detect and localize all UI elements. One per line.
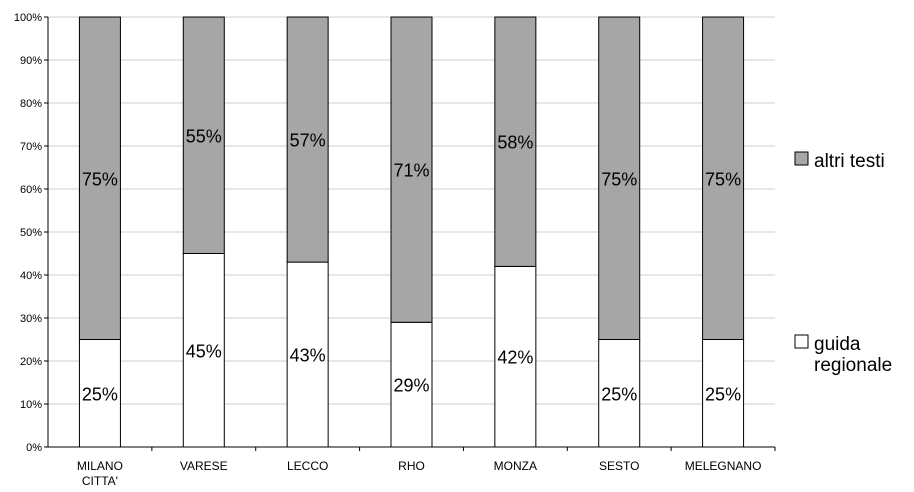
legend-label: guida [814,334,861,355]
bar-segment-guida-regionale [286,261,329,448]
legend-swatch [794,334,809,349]
data-label: 45% [186,341,222,361]
y-tick-label: 80% [20,98,42,110]
y-tick-label: 70% [20,141,42,153]
x-category-label: MONZA [494,459,537,473]
data-label: 25% [82,384,118,404]
x-category-label: SESTO [599,459,639,473]
bar-segment-altri-testi [494,16,537,267]
data-label: 75% [82,169,118,189]
x-category-label: MILANO [77,459,123,473]
data-label: 75% [705,169,741,189]
x-category-label: VARESE [180,459,228,473]
data-label: 71% [393,161,429,181]
bar-segment-guida-regionale [702,339,745,448]
x-category-label: RHO [398,459,425,473]
y-tick-label: 20% [20,356,42,368]
x-category-label: LECCO [287,459,328,473]
y-tick-label: 90% [20,55,42,67]
y-tick-label: 50% [20,227,42,239]
y-tick-label: 60% [20,184,42,196]
y-tick-label: 100% [14,12,42,24]
bar-segment-guida-regionale [494,265,537,448]
data-label: 43% [290,346,326,366]
bar-segment-altri-testi [598,16,641,340]
bar-segment-altri-testi [78,16,121,340]
bar-segment-altri-testi [702,16,745,340]
data-label: 55% [186,126,222,146]
legend-label: altri testi [814,151,885,172]
x-category-label: MELEGNANO [685,459,762,473]
y-tick-label: 10% [20,399,42,411]
y-tick-label: 30% [20,313,42,325]
bar-segment-guida-regionale [390,321,433,448]
legend-label: regionale [814,355,892,376]
data-label: 58% [497,133,533,153]
data-label: 42% [497,348,533,368]
data-label: 25% [705,384,741,404]
data-label: 25% [601,384,637,404]
data-label: 57% [290,131,326,151]
legend-swatch [794,151,809,166]
bar-segment-altri-testi [286,16,329,263]
data-labels: 25% 75% 45% 55% 43% 57% 29% 71% 42% 58% 25% 75% 25% 7… [82,126,741,404]
data-label: 29% [393,376,429,396]
y-tick-label: 40% [20,270,42,282]
y-axis-ticks: 0% 10% 20% 30% 40% 50% 60% 70% 80% 90% 100% [14,12,48,454]
x-category-label: CITTA' [82,474,118,488]
bar-segment-altri-testi [390,16,433,323]
bar-segment-guida-regionale [598,339,641,448]
bar-segment-altri-testi [182,16,225,254]
y-tick-label: 0% [26,442,42,454]
data-label: 75% [601,169,637,189]
